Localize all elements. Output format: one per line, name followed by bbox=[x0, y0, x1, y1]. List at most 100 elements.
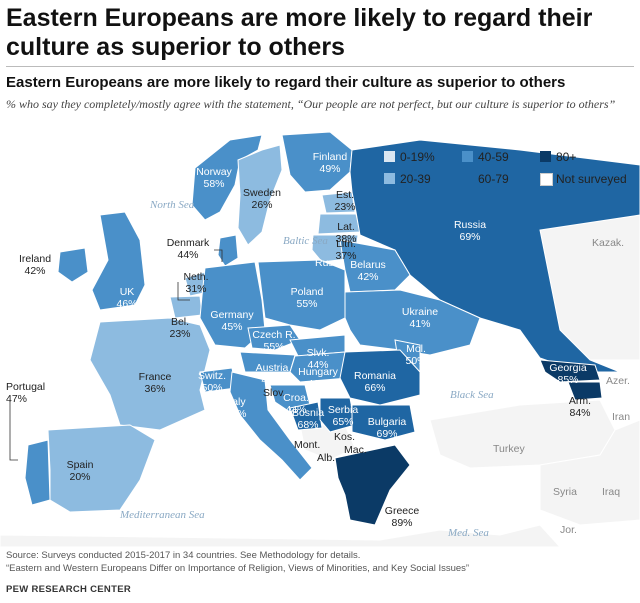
country-label-bosnia: Bosnia 68% bbox=[292, 407, 324, 431]
country-value-belarus: 42% bbox=[357, 271, 378, 283]
page-title: Eastern Europeans are more likely to reg… bbox=[6, 4, 593, 61]
country-name-bel: Bel. bbox=[171, 316, 189, 328]
country-value-uk: 46% bbox=[116, 298, 137, 310]
denmark-leader bbox=[214, 249, 223, 262]
country-value-portugal: 47% bbox=[6, 393, 27, 405]
country-portugal bbox=[24, 439, 51, 506]
country-label-czech-r: Czech R. 55% bbox=[252, 329, 295, 353]
country-name-france: France bbox=[139, 371, 172, 383]
slov-label: Slov. bbox=[263, 387, 286, 399]
jor-label: Jor. bbox=[560, 524, 577, 536]
legend-label: 40-59 bbox=[478, 150, 509, 164]
map-subtitle: Eastern Europeans are more likely to reg… bbox=[6, 74, 566, 91]
country-label-sweden: Sweden 26% bbox=[243, 187, 281, 211]
mac-label: Mac. bbox=[344, 444, 367, 456]
country-value-croa: 44% bbox=[285, 404, 306, 416]
legend-label: 80+ bbox=[556, 150, 577, 164]
country-value-finland: 49% bbox=[319, 163, 340, 175]
country-label-portugal: Portugal 47% bbox=[6, 381, 45, 405]
country-value-georgia: 85% bbox=[557, 374, 578, 386]
country-name-est: Est. bbox=[336, 189, 354, 201]
country-label-greece: Greece 89% bbox=[385, 505, 420, 529]
country-name-austria: Austria bbox=[256, 362, 289, 374]
sea-mediterranean-label: Mediterranean Sea bbox=[119, 509, 205, 521]
country-value-russia: 69% bbox=[459, 231, 480, 243]
country-sweden bbox=[237, 144, 283, 246]
country-name-uk: UK bbox=[120, 286, 135, 298]
legend-swatch bbox=[540, 151, 551, 162]
country-label-poland: Poland 55% bbox=[291, 286, 324, 310]
map-description: % who say they completely/mostly agree w… bbox=[6, 97, 616, 111]
rus-label: Rus. bbox=[315, 257, 337, 269]
country-name-croa: Croa. bbox=[283, 392, 309, 404]
country-value-slvk: 44% bbox=[307, 359, 328, 371]
country-france bbox=[89, 317, 211, 431]
country-value-ireland: 42% bbox=[24, 265, 45, 277]
country-label-lat: Lat. 38% bbox=[335, 221, 356, 245]
country-value-mol: 50% bbox=[405, 355, 426, 367]
country-norway bbox=[191, 134, 263, 221]
country-value-poland: 55% bbox=[296, 298, 317, 310]
legend-label: 60-79 bbox=[478, 172, 509, 186]
country-finland bbox=[281, 131, 353, 193]
country-bulgaria bbox=[351, 404, 416, 441]
legend-swatch bbox=[384, 151, 395, 162]
iran-label: Iran bbox=[612, 411, 630, 423]
country-value-lith: 37% bbox=[335, 250, 356, 262]
country-value-norway: 58% bbox=[203, 178, 224, 190]
country-label-hungary: Hungary 46% bbox=[298, 366, 338, 390]
country-bel bbox=[169, 295, 203, 319]
country-poland bbox=[257, 259, 346, 331]
country-label-mol: Mol. 50% bbox=[405, 343, 426, 367]
land-iran-iraq-syria bbox=[539, 419, 640, 526]
country-labels: Norway 58%Sweden 26%Finland 49%Est. 23%Lat. 3… bbox=[6, 151, 591, 529]
country-label-arm: Arm. 84% bbox=[569, 395, 591, 419]
country-name-czech-r: Czech R. bbox=[252, 329, 295, 341]
country-label-romania: Romania 66% bbox=[354, 370, 396, 394]
country-label-croa: Croa. 44% bbox=[283, 392, 309, 416]
country-est bbox=[321, 191, 356, 214]
country-czech-r bbox=[247, 324, 301, 351]
country-value-est: 23% bbox=[334, 201, 355, 213]
country-name-italy: Italy bbox=[226, 396, 246, 408]
country-hungary bbox=[289, 351, 349, 383]
country-georgia bbox=[539, 359, 601, 383]
legend-swatch bbox=[462, 151, 473, 162]
legend-label: Not surveyed bbox=[556, 172, 627, 186]
country-name-ukraine: Ukraine bbox=[402, 306, 438, 318]
europe-map: North Sea Baltic Sea Black Sea Mediterra… bbox=[0, 131, 640, 547]
iraq-label: Iraq bbox=[602, 486, 620, 498]
country-label-switz: Switz. 50% bbox=[198, 370, 226, 394]
legend-label: 0-19% bbox=[400, 150, 435, 164]
country-name-ireland: Ireland bbox=[19, 253, 51, 265]
legend-swatch bbox=[384, 173, 395, 184]
country-label-italy: Italy 47% bbox=[225, 396, 246, 420]
country-name-norway: Norway bbox=[196, 166, 232, 178]
country-label-neth: Neth. 31% bbox=[183, 271, 208, 295]
country-value-hungary: 46% bbox=[307, 378, 328, 390]
country-shapes bbox=[24, 131, 640, 526]
country-name-neth: Neth. bbox=[183, 271, 208, 283]
callout-lines bbox=[9, 249, 223, 461]
country-value-greece: 89% bbox=[391, 517, 412, 529]
country-name-serbia: Serbia bbox=[328, 404, 359, 416]
country-value-ukraine: 41% bbox=[409, 318, 430, 330]
country-label-lith: Lith. 37% bbox=[335, 238, 356, 262]
sea-black-label: Black Sea bbox=[450, 389, 494, 401]
land-north-africa bbox=[0, 524, 561, 547]
country-value-bel: 23% bbox=[169, 328, 190, 340]
country-label-russia: Russia 69% bbox=[454, 219, 486, 243]
country-value-spain: 20% bbox=[69, 471, 90, 483]
title-divider bbox=[6, 66, 634, 67]
portugal-leader bbox=[9, 400, 18, 461]
country-label-germany: Germany 45% bbox=[210, 309, 254, 333]
country-label-france: France 36% bbox=[139, 371, 172, 395]
country-label-bulgaria: Bulgaria 69% bbox=[368, 416, 407, 440]
mont-label: Mont. bbox=[294, 439, 320, 451]
country-serbia bbox=[319, 397, 356, 433]
country-name-denmark: Denmark bbox=[167, 237, 210, 249]
country-name-portugal: Portugal bbox=[6, 381, 45, 393]
source-text: Source: Surveys conducted 2015-2017 in 3… bbox=[6, 550, 361, 561]
country-name-spain: Spain bbox=[67, 459, 94, 471]
legend-swatch bbox=[462, 173, 473, 184]
